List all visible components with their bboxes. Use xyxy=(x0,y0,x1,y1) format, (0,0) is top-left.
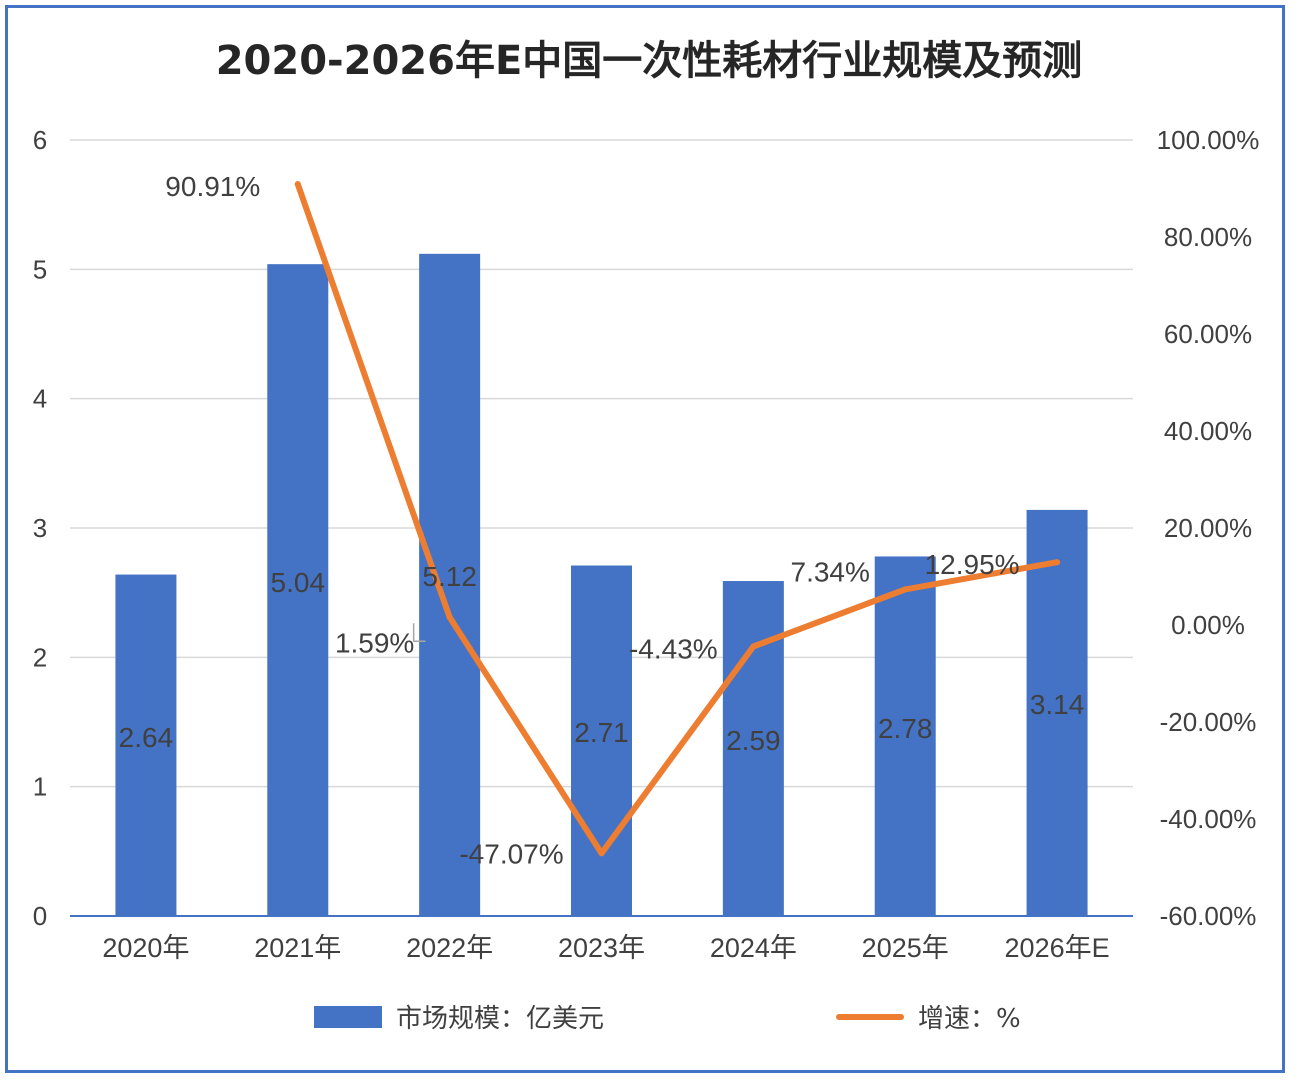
bar xyxy=(267,264,329,916)
label-leader-line xyxy=(412,623,426,643)
growth-point xyxy=(1054,559,1061,566)
bar-value-label: 2.64 xyxy=(119,722,174,753)
growth-value-label: 7.34% xyxy=(791,556,870,587)
growth-value-label: 1.59% xyxy=(335,627,414,658)
y-right-tick-label: 40.00% xyxy=(1164,416,1252,446)
legend-label-bar: 市场规模：亿美元 xyxy=(396,1004,605,1034)
legend: 市场规模：亿美元 增速：% xyxy=(0,998,1298,1038)
y-right-tick-label: 80.00% xyxy=(1164,222,1252,252)
growth-point xyxy=(294,181,301,188)
legend-swatch-line xyxy=(836,1013,904,1020)
y-right-tick-label: 60.00% xyxy=(1164,319,1252,349)
y-left-tick-label: 5 xyxy=(33,254,47,284)
y-right-tick-label: 20.00% xyxy=(1164,513,1252,543)
bar-value-label: 2.59 xyxy=(726,725,781,756)
bar-value-label: 2.78 xyxy=(878,713,933,744)
y-right-tick-label: 0.00% xyxy=(1171,610,1245,640)
growth-value-label: 12.95% xyxy=(925,549,1020,580)
bar xyxy=(571,565,632,916)
y-left-tick-label: 6 xyxy=(33,125,47,155)
growth-point xyxy=(598,850,605,857)
legend-item-line: 增速：% xyxy=(836,998,1021,1035)
y-left-tick-label: 4 xyxy=(33,384,47,414)
growth-point xyxy=(750,643,757,650)
bar-value-label: 5.04 xyxy=(271,567,326,598)
y-left-tick-label: 1 xyxy=(33,772,47,802)
bar xyxy=(115,574,177,916)
x-tick-label: 2020年 xyxy=(102,933,189,963)
x-tick-label: 2021年 xyxy=(254,933,341,963)
growth-point xyxy=(902,586,909,593)
chart-title: 2020-2026年E中国一次性耗材行业规模及预测 xyxy=(215,38,1083,84)
bar xyxy=(419,253,481,916)
x-tick-label: 2024年 xyxy=(710,933,797,963)
y-left-tick-label: 3 xyxy=(33,513,47,543)
x-tick-label: 2023年 xyxy=(558,933,645,963)
y-right-tick-label: -60.00% xyxy=(1160,901,1257,931)
growth-value-label: -4.43% xyxy=(629,633,718,664)
y-left-tick-label: 2 xyxy=(33,642,47,672)
bar xyxy=(1026,509,1088,916)
bar-value-label: 5.12 xyxy=(422,561,477,592)
y-left-tick-label: 0 xyxy=(33,901,47,931)
bar-value-label: 3.14 xyxy=(1030,689,1085,720)
y-right-tick-label: -40.00% xyxy=(1160,804,1257,834)
y-right-tick-label: -20.00% xyxy=(1160,707,1257,737)
legend-label-line: 增速：% xyxy=(918,1004,1021,1034)
x-tick-label: 2025年 xyxy=(862,933,949,963)
x-tick-label: 2022年 xyxy=(406,933,493,963)
legend-item-bar: 市场规模：亿美元 xyxy=(314,998,604,1035)
x-tick-label: 2026年E xyxy=(1005,933,1110,963)
growth-value-label: 90.91% xyxy=(165,171,260,202)
growth-point xyxy=(446,614,453,621)
bar xyxy=(874,556,936,916)
legend-swatch-bar xyxy=(314,1005,382,1028)
bar-value-label: 2.71 xyxy=(574,717,629,748)
y-right-tick-label: 100.00% xyxy=(1157,125,1260,155)
growth-value-label: -47.07% xyxy=(459,838,563,869)
growth-line xyxy=(294,181,1061,857)
